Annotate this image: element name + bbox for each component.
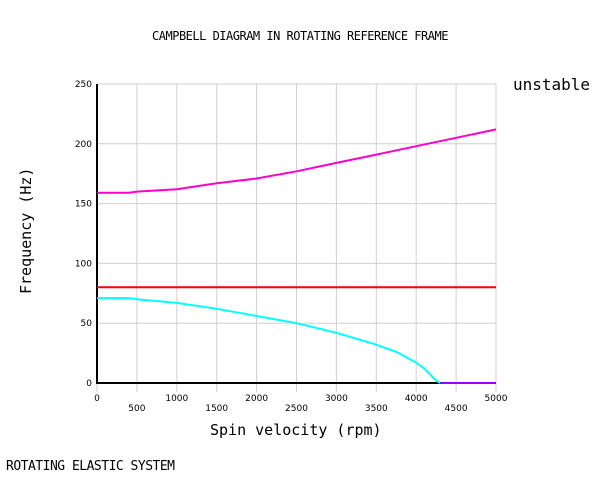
y-tick-label: 100 — [75, 259, 92, 269]
unstable-annotation: unstable — [513, 75, 591, 94]
footer-label: ROTATING ELASTIC SYSTEM — [6, 459, 175, 474]
x-tick-label: 1500 — [205, 404, 228, 414]
y-tick-label: 50 — [81, 319, 93, 329]
series-line-0 — [97, 128, 497, 194]
x-tick-label: 4000 — [405, 394, 428, 404]
x-tick-label: 1000 — [165, 394, 188, 404]
x-tick-label: 3500 — [365, 404, 388, 414]
y-tick-label: 200 — [75, 140, 92, 150]
x-tick-label: 3000 — [325, 394, 348, 404]
x-tick-label: 2500 — [285, 404, 308, 414]
chart-title: CAMPBELL DIAGRAM IN ROTATING REFERENCE F… — [152, 29, 448, 43]
x-tick-label: 500 — [128, 404, 145, 414]
x-tick-label: 5000 — [485, 394, 508, 404]
x-tick-label: 0 — [94, 394, 100, 404]
x-tick-label: 4500 — [445, 404, 468, 414]
x-tick-label: 2000 — [245, 394, 268, 404]
series-line-2 — [97, 297, 441, 384]
y-tick-label: 150 — [75, 200, 92, 210]
y-tick-label: 0 — [86, 379, 92, 389]
x-axis-label: Spin velocity (rpm) — [210, 421, 382, 439]
y-tick-label: 250 — [75, 80, 92, 90]
